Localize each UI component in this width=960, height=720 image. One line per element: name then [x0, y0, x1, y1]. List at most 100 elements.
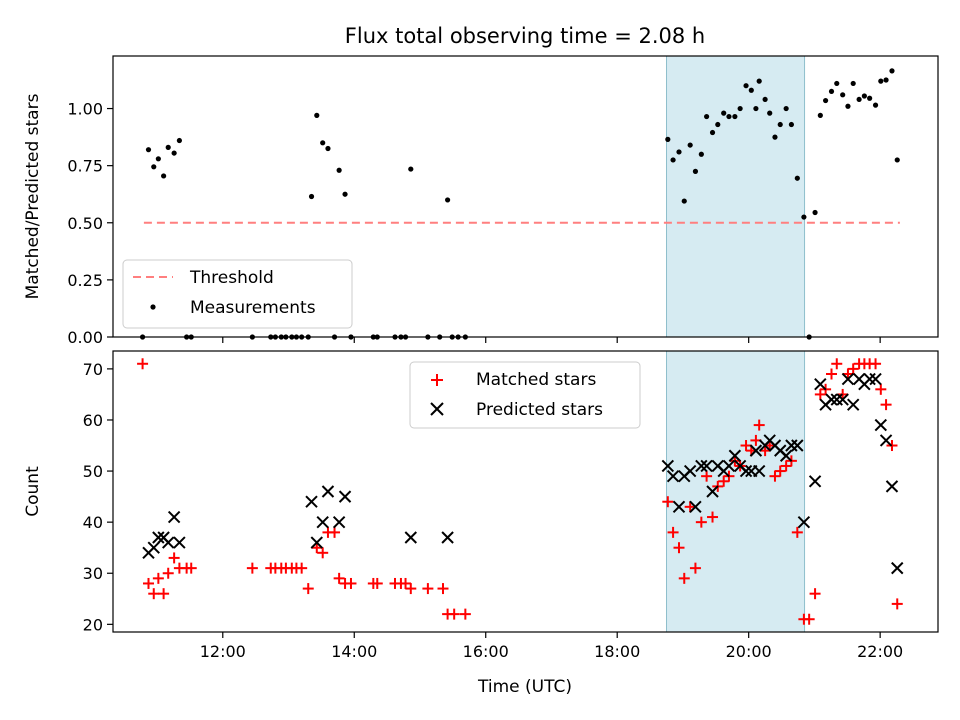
measurement-point: [676, 149, 682, 155]
x-tick-label: 14:00: [331, 642, 377, 661]
matched-star-point: [400, 577, 412, 589]
predicted-star-point: [147, 541, 160, 554]
matched-star-point: [847, 363, 859, 375]
matched-star-point: [168, 552, 180, 564]
predicted-star-point: [879, 434, 893, 447]
measurement-point: [165, 144, 171, 150]
measurement-point: [889, 68, 895, 74]
matched-star-point: [875, 383, 887, 395]
matched-star-point: [809, 588, 821, 600]
x-axis-label: Time (UTC): [477, 677, 572, 697]
matched-star-point: [718, 475, 730, 487]
measurement-point: [777, 121, 783, 128]
bottom-legend: Matched stars Predicted stars: [409, 361, 641, 429]
measurement-point: [155, 156, 161, 162]
matched-star-point: [422, 583, 434, 595]
measurement-point: [743, 83, 749, 89]
measurement-point: [336, 167, 342, 173]
measurement-point: [698, 151, 704, 157]
y-tick-label: 30: [83, 564, 103, 583]
matched-star-point: [448, 608, 460, 620]
predicted-star-point: [661, 459, 675, 473]
measurement-point: [408, 166, 414, 172]
predicted-star-point: [316, 515, 329, 529]
matched-star-point: [684, 501, 696, 513]
matched-star-point: [673, 542, 685, 554]
measurement-point: [801, 214, 807, 220]
y-tick-label: 1.00: [67, 100, 103, 119]
x-tick-label: 20:00: [726, 642, 772, 661]
measurement-point: [850, 80, 856, 87]
y-tick-label: 50: [83, 462, 103, 481]
matched-star-point: [371, 577, 383, 589]
matched-star-point: [753, 419, 765, 431]
measurement-point: [834, 80, 840, 87]
x-tick-label: 22:00: [857, 642, 903, 661]
predicted-star-point: [706, 485, 719, 498]
x-tick-label: 16:00: [463, 642, 509, 661]
matched-star-point: [317, 547, 329, 559]
matched-star-point: [826, 368, 838, 380]
matched-star-point: [405, 583, 417, 595]
y-tick-label: 60: [83, 411, 103, 430]
predicted-stars-points: [142, 372, 904, 575]
measurement-point: [867, 95, 873, 101]
predicted-star-point: [814, 378, 827, 391]
bottom-y-axis-ticks: 20 30 40 50 60 70: [83, 360, 113, 634]
matched-star-point: [769, 470, 781, 482]
predicted-star-point: [749, 444, 763, 457]
measurement-point: [828, 88, 835, 95]
measurement-point: [145, 147, 152, 153]
predicted-star-point: [846, 398, 860, 411]
measurement-point: [325, 145, 331, 152]
y-tick-label: 70: [83, 360, 103, 379]
bottom-y-axis-label: Count: [23, 466, 43, 517]
measurement-point: [681, 198, 687, 204]
measurement-point: [715, 121, 721, 128]
matched-star-point: [142, 577, 154, 589]
predicted-star-point: [885, 480, 899, 493]
chart-title: Flux total observing time = 2.08 h: [345, 24, 705, 48]
matched-star-point: [695, 516, 707, 528]
matched-star-point: [689, 562, 701, 574]
matched-stars-points: [137, 358, 903, 625]
matched-star-point: [311, 542, 323, 554]
matched-star-point: [662, 496, 674, 508]
matched-star-point: [162, 567, 174, 579]
measurement-point: [670, 157, 676, 163]
predicted-star-point: [332, 515, 346, 529]
matched-star-point: [740, 440, 752, 452]
matched-star-point: [780, 460, 792, 472]
matched-star-point: [667, 526, 679, 538]
measurement-point: [772, 134, 778, 140]
predicted-star-point: [836, 393, 849, 406]
predicted-legend-label: Predicted stars: [476, 400, 603, 420]
y-tick-label: 20: [83, 615, 103, 634]
measurement-point: [762, 96, 768, 103]
matched-star-point: [158, 588, 170, 600]
predicted-star-point: [689, 500, 702, 514]
matched-star-point: [880, 399, 892, 411]
predicted-star-point: [695, 459, 708, 473]
predicted-legend-swatch: [430, 402, 444, 416]
matched-star-point: [333, 572, 345, 584]
measurement-point: [704, 113, 710, 120]
matched-star-point: [302, 583, 314, 595]
top-legend: Threshold Measurements: [122, 259, 353, 329]
measurement-point: [856, 96, 862, 103]
predicted-star-point: [891, 561, 904, 575]
predicted-star-point: [404, 531, 417, 544]
predicted-star-point: [797, 515, 811, 529]
matched-star-point: [814, 388, 826, 400]
top-y-axis-label: Matched/Predicted stars: [23, 93, 43, 299]
predicted-star-point: [808, 475, 822, 488]
measurement-point: [320, 140, 326, 146]
matched-star-point: [886, 440, 898, 452]
matched-star-point: [701, 470, 713, 482]
y-tick-label: 40: [83, 513, 103, 532]
measurement-point: [161, 173, 167, 179]
measurement-point: [753, 105, 759, 112]
count-panel: 20 30 40 50 60 70 12:00 14:00 16:00 18:00 20:00 22…: [23, 350, 939, 697]
predicted-star-point: [791, 439, 804, 452]
measurement-point: [788, 121, 795, 128]
